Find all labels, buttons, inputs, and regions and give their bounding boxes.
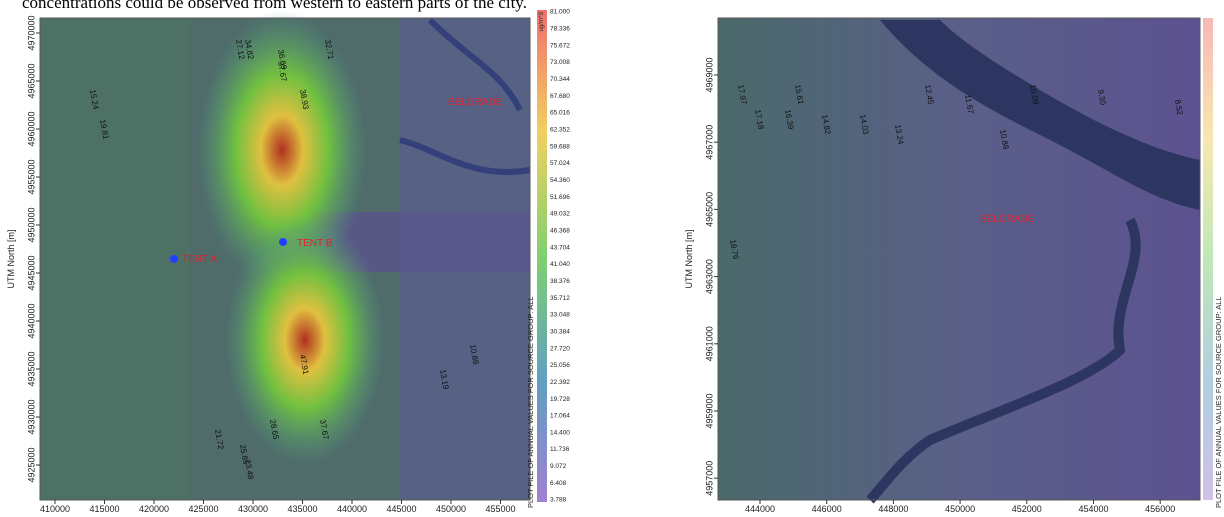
legend-level: 41.040 [550,261,570,268]
y-tick-label: 4970000 [26,15,36,50]
y-tick-label: 4940000 [26,303,36,338]
legend-title: PLOT FILE OF ANNUAL VALUES FOR SOURCE GR… [1214,296,1223,508]
legend-level: 3.788 [550,497,567,504]
legend-level: 49.032 [550,211,570,218]
x-tick-label: 420000 [139,504,169,512]
x-tick-label: 452000 [1012,504,1042,512]
legend-level: 33.048 [550,312,570,319]
legend-level: 11.736 [550,446,570,453]
x-tick-label: 450000 [945,504,975,512]
legend-level: 51.696 [550,194,570,201]
x-tick-label: 440000 [337,504,367,512]
x-tick-label: 446000 [812,504,842,512]
legend-level: 30.384 [550,328,570,335]
caption: concentrations could be observed from we… [22,0,527,12]
y-tick-label: 4925000 [26,447,36,482]
y-tick-label: 4961000 [704,326,714,361]
page: concentrations could be observed from we… [0,0,1224,512]
place-label: BELGRADE [448,97,503,108]
legend-title: PLOT FILE OF ANNUAL VALUES FOR SOURCE GR… [526,296,535,508]
map-region [40,18,190,500]
legend-level: 46.368 [550,227,570,234]
colorbar [1203,18,1213,500]
x-tick-label: 444000 [745,504,775,512]
x-tick-label: 455000 [485,504,515,512]
legend-level: 75.672 [550,42,570,49]
source-marker [170,255,178,263]
plume [225,215,385,465]
legend-level: 38.376 [550,278,570,285]
y-tick-label: 4935000 [26,351,36,386]
legend-level: 6.408 [550,480,567,487]
legend-level: 73.008 [550,59,570,66]
legend-level: 9.072 [550,463,567,470]
y-tick-label: 4960000 [26,111,36,146]
legend-unit: ug/m^3 [539,11,545,31]
y-tick-label: 4930000 [26,399,36,434]
x-tick-label: 450000 [436,504,466,512]
x-tick-label: 454000 [1078,504,1108,512]
y-tick-label: 4965000 [704,192,714,227]
y-axis-label: UTM North [m] [684,229,694,288]
legend-level: 59.688 [550,143,570,150]
x-tick-label: 425000 [188,504,218,512]
place-label: BELGRADE [980,214,1035,225]
x-tick-label: 435000 [287,504,317,512]
y-tick-label: 4965000 [26,63,36,98]
y-tick-label: 4969000 [704,57,714,92]
legend-level: 43.704 [550,244,570,251]
colorbar [537,10,547,502]
x-tick-label: 448000 [878,504,908,512]
source-marker [279,238,287,246]
legend-level: 19.728 [550,396,570,403]
legend-level: 54.360 [550,177,570,184]
legend-level: 35.712 [550,295,570,302]
legend-level: 67.680 [550,93,570,100]
y-tick-label: 4945000 [26,255,36,290]
legend-level: 25.056 [550,362,570,369]
legend-level: 70.344 [550,76,570,83]
legend-level: 62.352 [550,127,570,134]
y-tick-label: 4950000 [26,207,36,242]
y-tick-label: 4959000 [704,393,714,428]
x-tick-label: 410000 [40,504,70,512]
x-tick-label: 445000 [386,504,416,512]
legend-level: 27.720 [550,345,570,352]
place-label: TENT B [297,238,333,249]
x-tick-label: 415000 [89,504,119,512]
legend-level: 14.400 [550,429,570,436]
legend-level: 65.016 [550,110,570,117]
legend-level: 81.000 [550,9,570,16]
y-tick-label: 4955000 [26,159,36,194]
legend-level: 22.392 [550,379,570,386]
legend-level: 57.024 [550,160,570,167]
y-tick-label: 4957000 [704,461,714,496]
y-axis-label: UTM North [m] [6,229,16,288]
x-tick-label: 430000 [238,504,268,512]
legend-level: 17.064 [550,413,570,420]
place-label: TENT A [182,254,217,265]
legend-level: 78.336 [550,26,570,33]
y-tick-label: 4963000 [704,259,714,294]
y-tick-label: 4967000 [704,125,714,160]
x-tick-label: 456000 [1145,504,1175,512]
